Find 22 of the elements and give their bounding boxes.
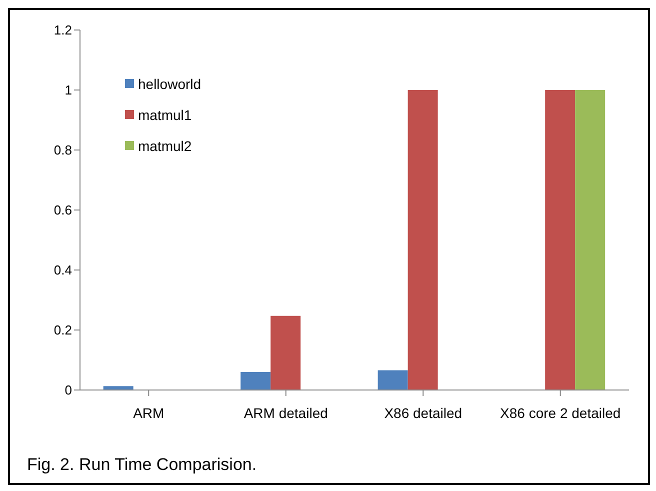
- bar: [270, 316, 301, 390]
- legend-label: matmul1: [138, 106, 192, 122]
- y-tick-label: 1: [64, 82, 72, 98]
- bar: [545, 90, 576, 390]
- caption: Fig. 2. Run Time Comparision.: [27, 455, 257, 475]
- bar: [408, 90, 438, 390]
- x-tick-label: X86 core 2 detailed: [500, 404, 621, 421]
- legend-label: helloworld: [138, 76, 202, 92]
- y-tick-label: 0.8: [54, 142, 72, 158]
- bar: [240, 372, 271, 390]
- y-tick-label: 0.4: [54, 262, 72, 278]
- bar: [103, 386, 134, 390]
- y-tick-label: 0.2: [54, 322, 72, 338]
- y-tick-label: 1.2: [54, 22, 72, 38]
- x-tick-label: X86 detailed: [384, 404, 462, 421]
- bar: [378, 370, 408, 390]
- legend-label: matmul2: [138, 138, 192, 154]
- y-tick-label: 0: [64, 382, 72, 398]
- x-tick-label: ARM: [133, 404, 164, 421]
- x-tick-label: ARM detailed: [244, 404, 328, 421]
- bar: [575, 90, 606, 390]
- y-tick-label: 0.6: [54, 202, 72, 218]
